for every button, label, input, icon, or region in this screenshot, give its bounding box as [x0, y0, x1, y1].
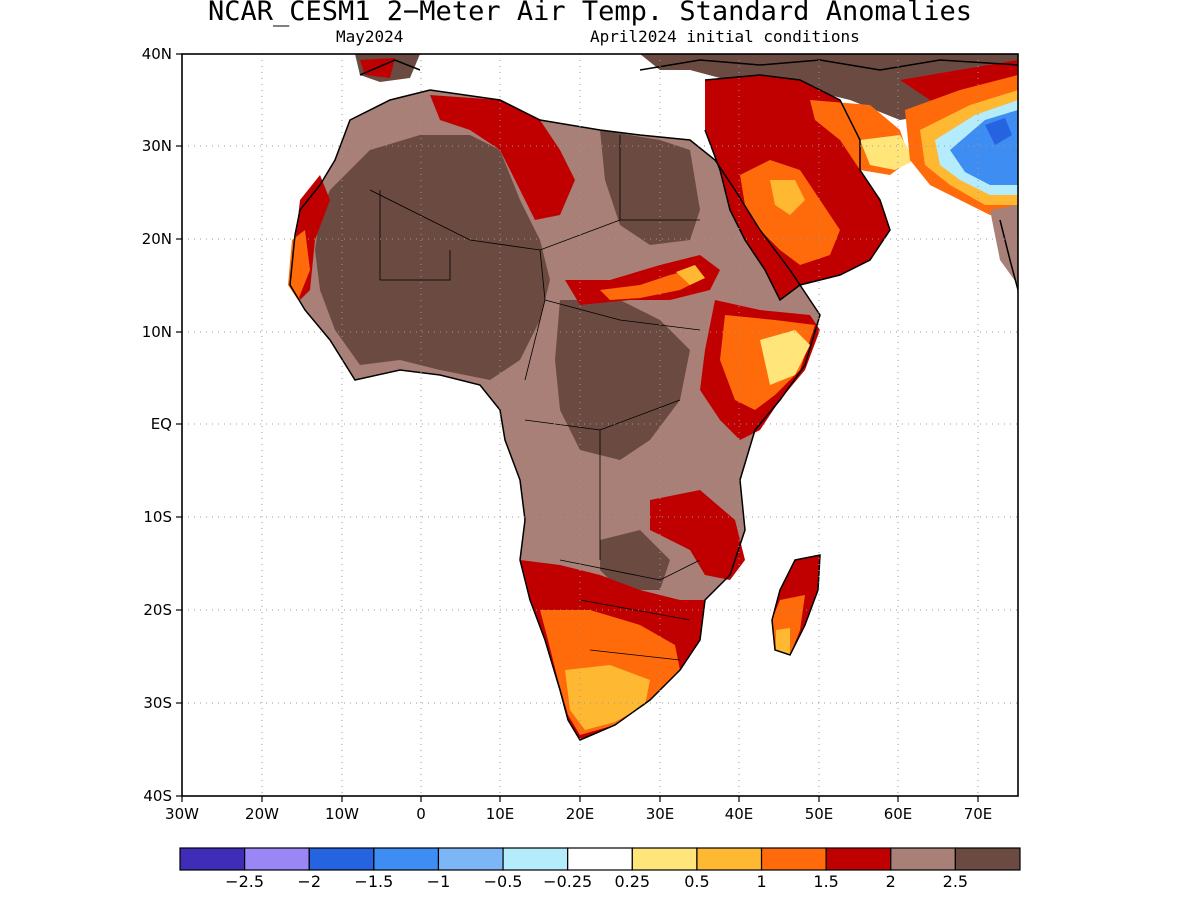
- lon-label: 40E: [725, 805, 754, 823]
- west-africa-dark: [315, 135, 550, 380]
- colorbar-label: 0.5: [684, 872, 710, 891]
- lat-label: 40S: [143, 787, 172, 805]
- lon-labels: 30W 20W 10W 0 10E 20E 30E 40E 50E 60E 70…: [165, 805, 992, 823]
- gulf-yellow: [860, 135, 915, 170]
- lon-label: 60E: [884, 805, 913, 823]
- valid-month: May2024: [336, 27, 404, 46]
- anomaly-fill: [288, 54, 1018, 740]
- colorbar-label: −1: [426, 872, 451, 891]
- colorbar-label: 2.5: [942, 872, 969, 891]
- colorbar-cell: [308, 847, 375, 871]
- sahel-yellow: [676, 265, 705, 285]
- colorbar-cell: [825, 847, 892, 871]
- lat-label: EQ: [151, 415, 172, 433]
- map-frame: [181, 53, 1019, 797]
- pakistan-deep-blue: [985, 118, 1012, 145]
- colorbar-label: −1.5: [354, 872, 394, 891]
- lat-label: 10N: [142, 323, 172, 341]
- egypt-sudan-dark: [600, 130, 700, 245]
- south-africa-yellow: [565, 665, 650, 730]
- arabia-yellow: [770, 180, 805, 215]
- lat-label: 20N: [142, 230, 172, 248]
- madagascar-yellow: [776, 628, 790, 655]
- lon-label: 20W: [245, 805, 279, 823]
- lat-labels: 40N 30N 20N 10N EQ 10S 20S 30S 40S: [142, 45, 172, 805]
- lon-label: 10E: [486, 805, 515, 823]
- colorbar-cell: [696, 847, 763, 871]
- colorbar-label: 2: [885, 872, 896, 891]
- lon-label: 30W: [165, 805, 199, 823]
- colorbar-label: −0.25: [543, 872, 593, 891]
- initial-conditions: April2024 initial conditions: [590, 27, 860, 46]
- north-africa-red: [430, 95, 575, 220]
- colorbar-cell: [179, 847, 246, 871]
- lat-label: 30N: [142, 137, 172, 155]
- horn-yellow: [760, 330, 810, 385]
- lon-label: 10W: [325, 805, 359, 823]
- colorbar-label: 0.25: [614, 872, 651, 891]
- central-africa-dark: [555, 300, 690, 460]
- colorbar-label: 1: [756, 872, 767, 891]
- east-africa-red: [650, 490, 745, 580]
- colorbar-cell: [244, 847, 310, 871]
- lat-label: 10S: [143, 508, 172, 526]
- chart-title: NCAR_CESM1 2−Meter Air Temp. Standard An…: [207, 0, 972, 27]
- colorbar-label: −2: [297, 872, 322, 891]
- colorbar-cell: [760, 847, 827, 871]
- colorbar-cell: [567, 847, 633, 871]
- colorbar-cell: [631, 847, 698, 871]
- lon-label: 20E: [566, 805, 595, 823]
- lat-label: 20S: [143, 601, 172, 619]
- colorbar-cell: [890, 847, 956, 871]
- colorbar-cell: [502, 847, 569, 871]
- zambia-dark: [600, 530, 670, 590]
- colorbar-label: −0.5: [483, 872, 523, 891]
- colorbar-label: 1.5: [813, 872, 839, 891]
- lon-label: 50E: [805, 805, 834, 823]
- axis-ticks: [176, 53, 979, 802]
- country-borders: [369, 135, 701, 661]
- colorbar-cell: [437, 847, 504, 871]
- gridlines: [182, 54, 1018, 796]
- sahel-orange: [600, 270, 700, 300]
- colorbar: [179, 847, 1021, 871]
- colorbar-cell: [373, 847, 440, 871]
- colorbar-cell: [954, 847, 1021, 871]
- lon-label: 30E: [646, 805, 675, 823]
- colorbar-label: −2.5: [225, 872, 265, 891]
- lon-label: 70E: [964, 805, 993, 823]
- lon-label: 0: [416, 805, 426, 823]
- lat-label: 40N: [142, 45, 172, 63]
- lat-label: 30S: [143, 694, 172, 712]
